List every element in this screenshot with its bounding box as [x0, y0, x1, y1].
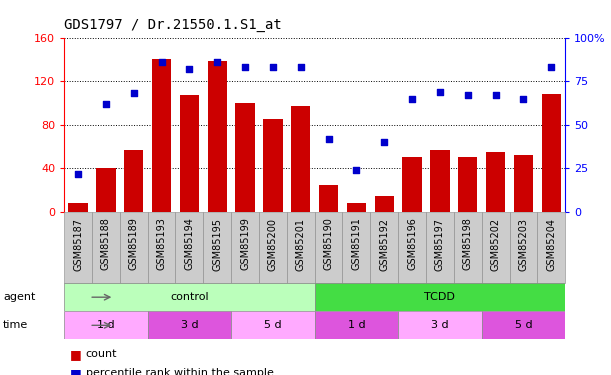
Text: GSM85188: GSM85188 — [101, 217, 111, 270]
Text: 1 d: 1 d — [348, 320, 365, 330]
Text: GSM85195: GSM85195 — [212, 217, 222, 271]
FancyBboxPatch shape — [315, 311, 398, 339]
Bar — [180, 95, 199, 212]
Point — [129, 90, 139, 96]
FancyBboxPatch shape — [426, 212, 454, 283]
Point — [351, 167, 361, 173]
Point — [268, 64, 278, 70]
FancyBboxPatch shape — [259, 212, 287, 283]
FancyBboxPatch shape — [64, 212, 92, 283]
Text: GSM85203: GSM85203 — [518, 217, 529, 271]
FancyBboxPatch shape — [315, 212, 343, 283]
Text: TCDD: TCDD — [425, 292, 455, 302]
FancyBboxPatch shape — [481, 311, 565, 339]
Point — [324, 136, 334, 142]
FancyBboxPatch shape — [287, 212, 315, 283]
Point — [379, 139, 389, 145]
Text: GDS1797 / Dr.21550.1.S1_at: GDS1797 / Dr.21550.1.S1_at — [64, 18, 282, 32]
Bar — [541, 94, 561, 212]
FancyBboxPatch shape — [148, 311, 231, 339]
Bar — [291, 106, 310, 212]
Point — [296, 64, 306, 70]
Point — [185, 66, 194, 72]
Bar — [96, 168, 115, 212]
Text: GSM85194: GSM85194 — [185, 217, 194, 270]
Bar — [514, 155, 533, 212]
FancyBboxPatch shape — [510, 212, 537, 283]
FancyBboxPatch shape — [398, 311, 481, 339]
Bar — [458, 158, 478, 212]
Point — [101, 101, 111, 107]
Bar — [430, 150, 450, 212]
Bar — [152, 59, 171, 212]
FancyBboxPatch shape — [148, 212, 175, 283]
FancyBboxPatch shape — [315, 283, 565, 311]
Point — [73, 171, 83, 177]
Bar — [486, 152, 505, 212]
Bar — [375, 195, 394, 212]
Point — [546, 64, 556, 70]
Bar — [263, 119, 283, 212]
Text: 3 d: 3 d — [181, 320, 198, 330]
Text: GSM85189: GSM85189 — [129, 217, 139, 270]
Bar — [124, 150, 144, 212]
Bar — [208, 62, 227, 212]
FancyBboxPatch shape — [537, 212, 565, 283]
Bar — [235, 103, 255, 212]
Text: time: time — [3, 320, 28, 330]
Bar — [68, 203, 88, 212]
Text: GSM85193: GSM85193 — [156, 217, 167, 270]
Text: ■: ■ — [70, 367, 82, 375]
Text: 5 d: 5 d — [264, 320, 282, 330]
Text: GSM85190: GSM85190 — [324, 217, 334, 270]
Text: GSM85201: GSM85201 — [296, 217, 306, 271]
Point — [240, 64, 250, 70]
Point — [463, 92, 473, 98]
Text: GSM85197: GSM85197 — [435, 217, 445, 271]
Text: GSM85187: GSM85187 — [73, 217, 83, 271]
Point — [519, 96, 529, 102]
Text: GSM85191: GSM85191 — [351, 217, 362, 270]
Point — [156, 59, 166, 65]
FancyBboxPatch shape — [454, 212, 481, 283]
Text: ■: ■ — [70, 348, 82, 361]
Bar — [346, 203, 366, 212]
Text: GSM85200: GSM85200 — [268, 217, 278, 271]
FancyBboxPatch shape — [370, 212, 398, 283]
Text: 5 d: 5 d — [514, 320, 532, 330]
Point — [435, 88, 445, 94]
FancyBboxPatch shape — [175, 212, 203, 283]
FancyBboxPatch shape — [398, 212, 426, 283]
Text: GSM85199: GSM85199 — [240, 217, 250, 270]
Point — [213, 59, 222, 65]
FancyBboxPatch shape — [64, 311, 148, 339]
Text: count: count — [86, 350, 117, 359]
FancyBboxPatch shape — [231, 212, 259, 283]
Text: GSM85204: GSM85204 — [546, 217, 556, 271]
Text: GSM85196: GSM85196 — [407, 217, 417, 270]
FancyBboxPatch shape — [231, 311, 315, 339]
Bar — [319, 184, 338, 212]
Text: GSM85198: GSM85198 — [463, 217, 473, 270]
Text: percentile rank within the sample: percentile rank within the sample — [86, 368, 273, 375]
FancyBboxPatch shape — [92, 212, 120, 283]
Point — [491, 92, 500, 98]
Text: GSM85192: GSM85192 — [379, 217, 389, 271]
Text: agent: agent — [3, 292, 35, 302]
Text: control: control — [170, 292, 209, 302]
FancyBboxPatch shape — [120, 212, 148, 283]
Point — [407, 96, 417, 102]
FancyBboxPatch shape — [343, 212, 370, 283]
Text: 1 d: 1 d — [97, 320, 115, 330]
FancyBboxPatch shape — [481, 212, 510, 283]
Bar — [403, 158, 422, 212]
FancyBboxPatch shape — [203, 212, 231, 283]
FancyBboxPatch shape — [64, 283, 315, 311]
Text: 3 d: 3 d — [431, 320, 448, 330]
Text: GSM85202: GSM85202 — [491, 217, 500, 271]
